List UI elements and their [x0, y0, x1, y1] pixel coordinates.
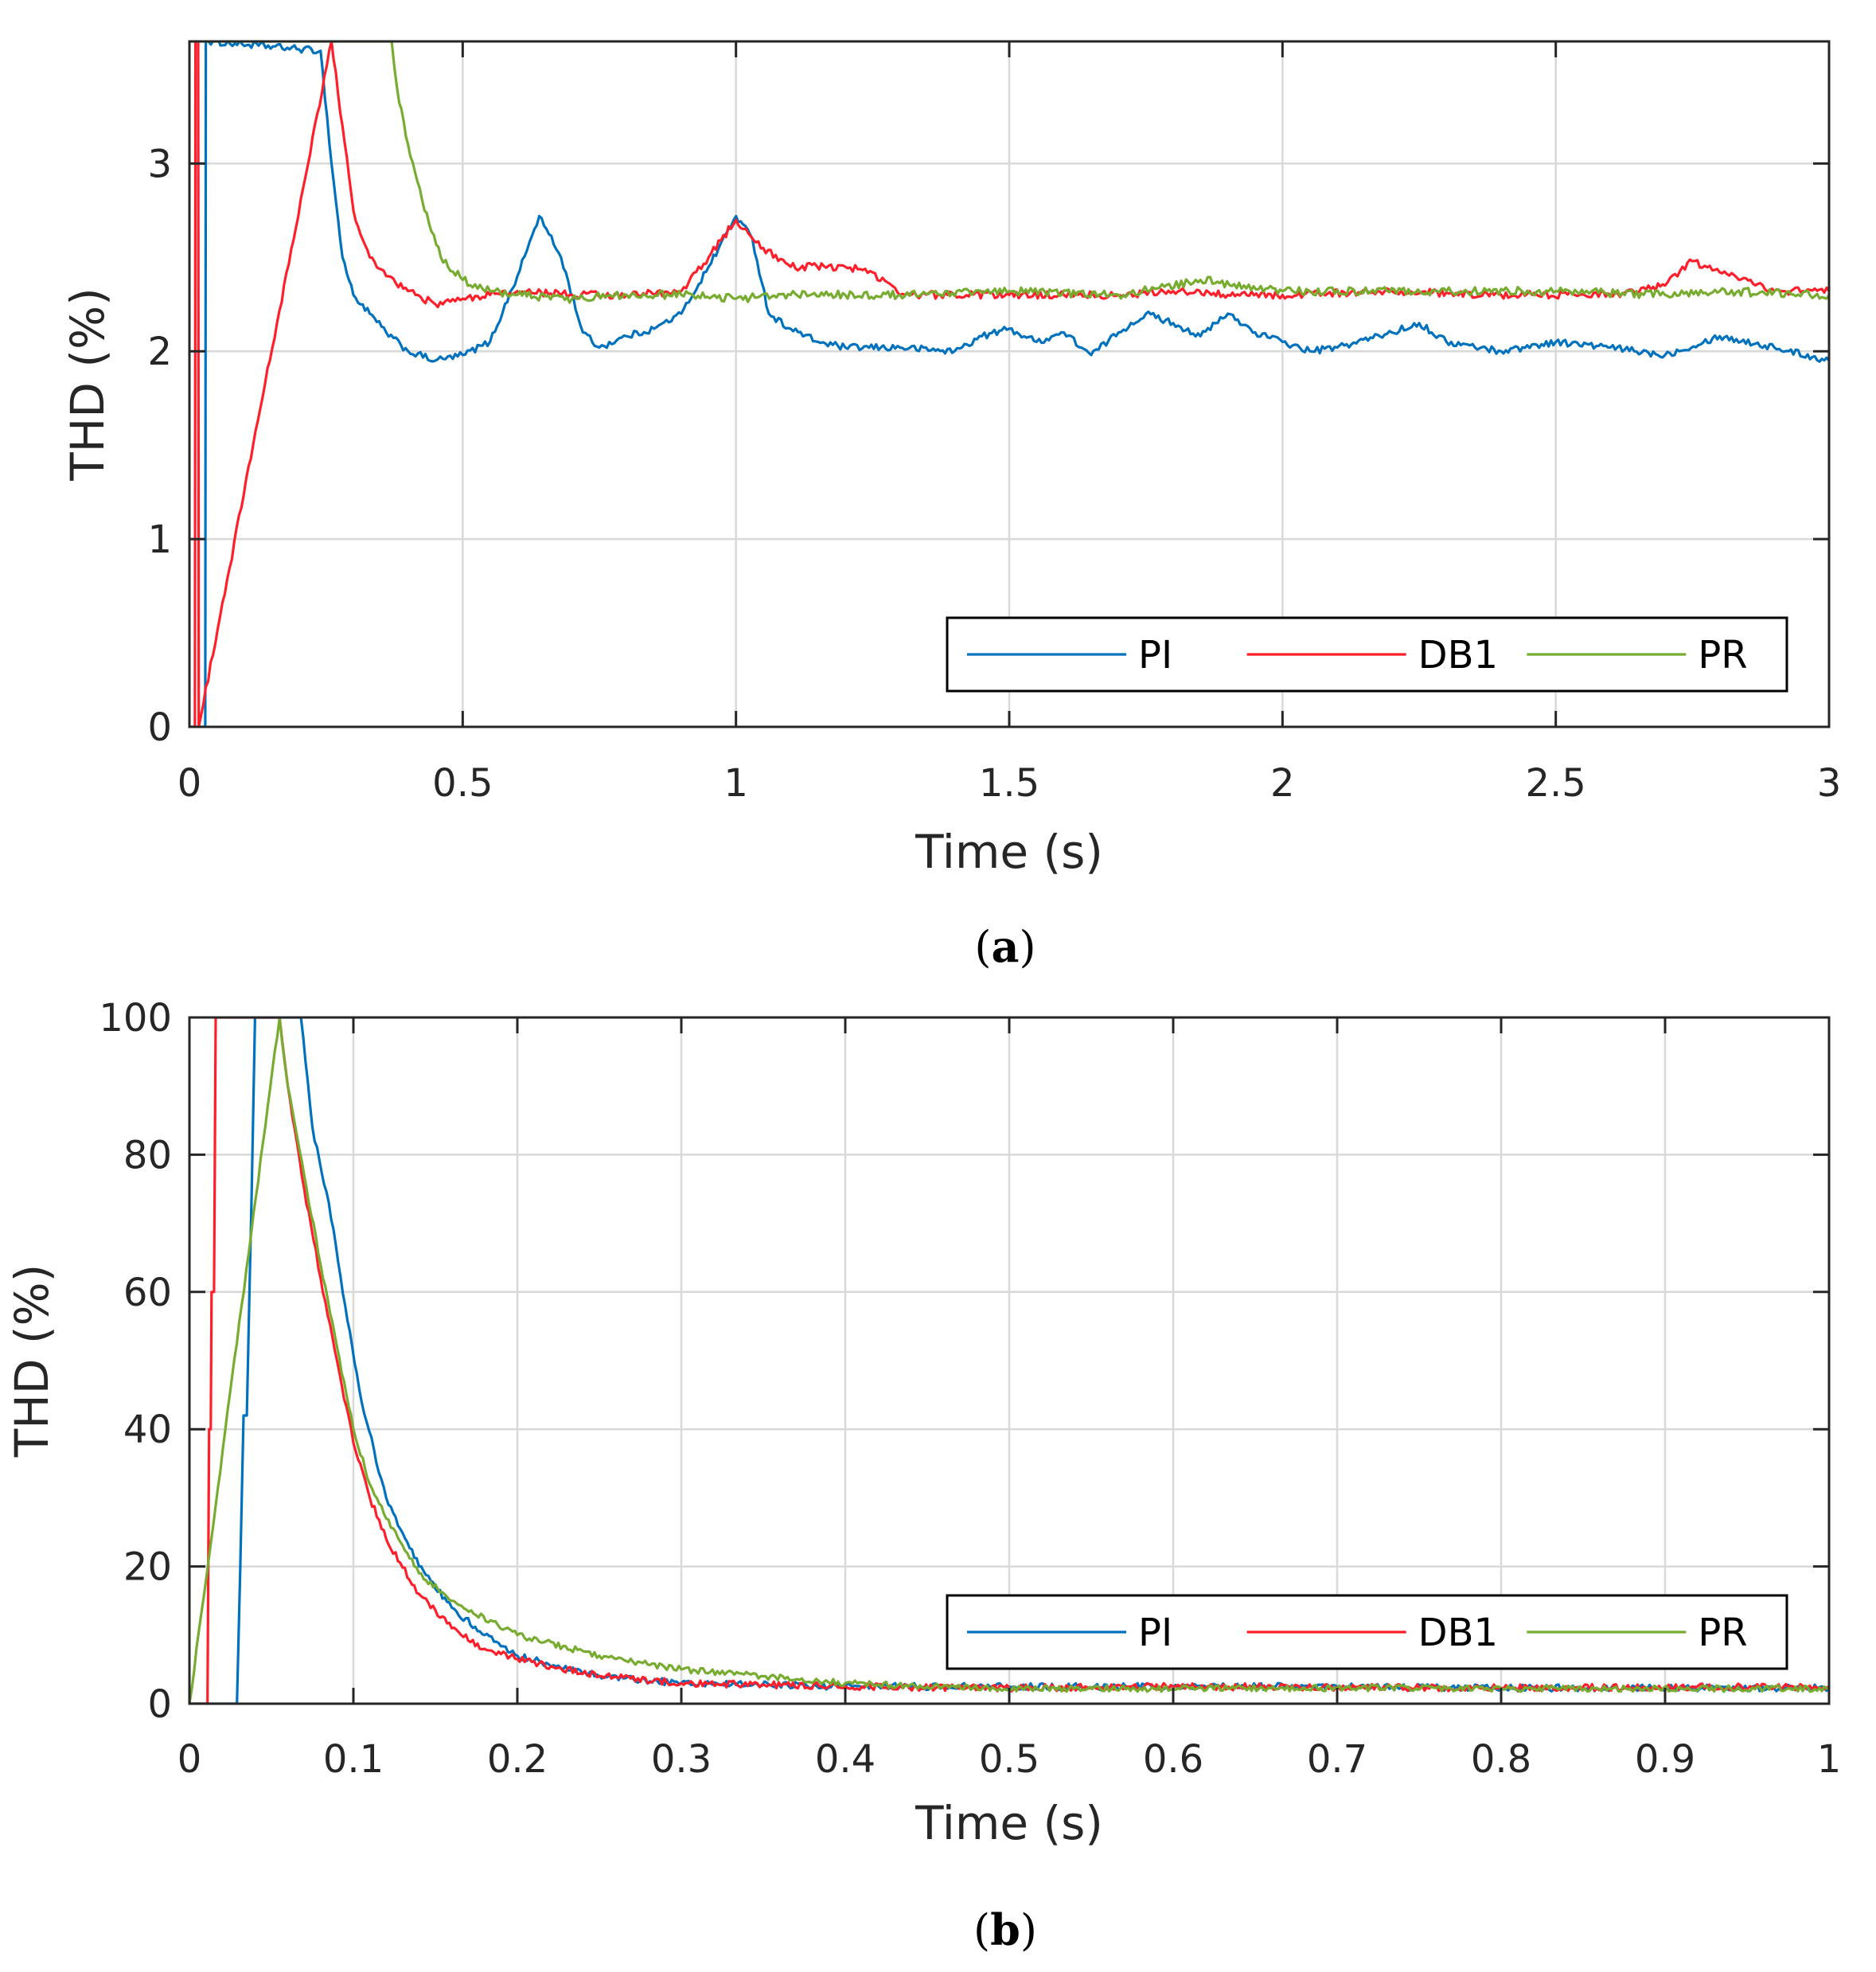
series-line-pr	[189, 41, 1829, 304]
x-tick-label: 0.9	[1635, 1737, 1695, 1782]
y-tick-label: 40	[123, 1408, 172, 1452]
legend: PI DB1 PR	[946, 1594, 1788, 1670]
x-tick-label: 3	[1817, 761, 1842, 806]
y-tick-label: 100	[99, 996, 172, 1041]
y-tick-label: 3	[147, 142, 172, 186]
x-tick-label: 0.8	[1471, 1737, 1531, 1782]
y-axis-title: THD (%)	[60, 287, 115, 482]
x-tick-label: 0.6	[1143, 1737, 1203, 1782]
x-tick-label: 2	[1270, 761, 1295, 806]
x-tick-label: 0.4	[815, 1737, 876, 1782]
y-tick-label: 80	[123, 1133, 172, 1177]
x-tick-label: 0.1	[323, 1737, 384, 1782]
legend-label-db1: DB1	[1418, 633, 1498, 678]
x-tick-label: 0	[177, 761, 202, 806]
chart-panel-a: 0 0.5 1 1.5 2 2.5 3 0 1 2 3 Time (s) THD (%) PI DB1 PR	[60, 40, 1842, 879]
y-axis-title: THD (%)	[5, 1264, 59, 1458]
y-tick-label: 20	[123, 1545, 172, 1590]
legend-label-pi: PI	[1138, 633, 1172, 678]
x-axis-title: Time (s)	[915, 825, 1103, 879]
legend-label-pr: PR	[1698, 1611, 1747, 1655]
x-axis-title: Time (s)	[915, 1796, 1103, 1850]
y-tick-label: 0	[147, 705, 172, 750]
x-tick-label: 0.5	[979, 1737, 1039, 1782]
legend-label-pr: PR	[1698, 633, 1747, 678]
legend-label-pi: PI	[1138, 1611, 1172, 1655]
caption-a-letter: a	[992, 921, 1020, 972]
x-tick-label: 2.5	[1525, 761, 1585, 806]
x-tick-label: 0.7	[1307, 1737, 1367, 1782]
series-line-pi	[189, 41, 1829, 727]
y-tick-label: 2	[147, 330, 172, 374]
x-tick-label: 1	[723, 761, 748, 806]
legend: PI DB1 PR	[946, 616, 1788, 693]
y-tick-label: 60	[123, 1271, 172, 1315]
y-tick-label: 0	[147, 1682, 172, 1727]
caption-b: (b)	[973, 1904, 1037, 1955]
x-tick-label: 0.2	[487, 1737, 548, 1782]
chart-panel-b: 0 0.1 0.2 0.3 0.4 0.5 0.6 0.7 0.8 0.9 1 0 20 40 60 80 10…	[5, 996, 1841, 1850]
x-tick-label: 0.5	[432, 761, 493, 806]
y-tick-label: 1	[147, 517, 172, 562]
series-line-pr	[189, 1017, 1829, 1704]
caption-b-letter: b	[990, 1904, 1020, 1955]
x-tick-label: 0.3	[651, 1737, 712, 1782]
caption-a: (a)	[974, 921, 1036, 972]
x-tick-label: 1.5	[979, 761, 1039, 806]
x-tick-label: 1	[1817, 1737, 1842, 1782]
legend-label-db1: DB1	[1418, 1611, 1498, 1655]
x-tick-label: 0	[177, 1737, 202, 1782]
